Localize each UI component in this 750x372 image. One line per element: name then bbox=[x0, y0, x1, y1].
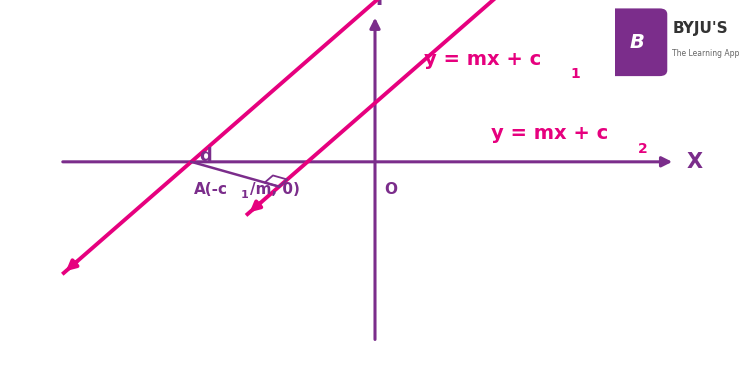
Text: 1: 1 bbox=[570, 67, 580, 81]
Text: BYJU'S: BYJU'S bbox=[672, 21, 728, 36]
Text: y = mx + c: y = mx + c bbox=[424, 50, 541, 69]
Text: O: O bbox=[384, 182, 397, 197]
Text: Y: Y bbox=[371, 0, 386, 9]
Text: y = mx + c: y = mx + c bbox=[491, 124, 608, 144]
Text: The Learning App: The Learning App bbox=[672, 49, 740, 58]
Text: A(-c: A(-c bbox=[194, 182, 227, 197]
Text: d: d bbox=[199, 147, 211, 165]
Text: B: B bbox=[630, 33, 645, 52]
Text: 2: 2 bbox=[638, 142, 647, 156]
Text: /m, 0): /m, 0) bbox=[250, 182, 299, 197]
Text: X: X bbox=[686, 152, 702, 172]
Text: 1: 1 bbox=[241, 190, 248, 200]
FancyBboxPatch shape bbox=[608, 9, 668, 76]
